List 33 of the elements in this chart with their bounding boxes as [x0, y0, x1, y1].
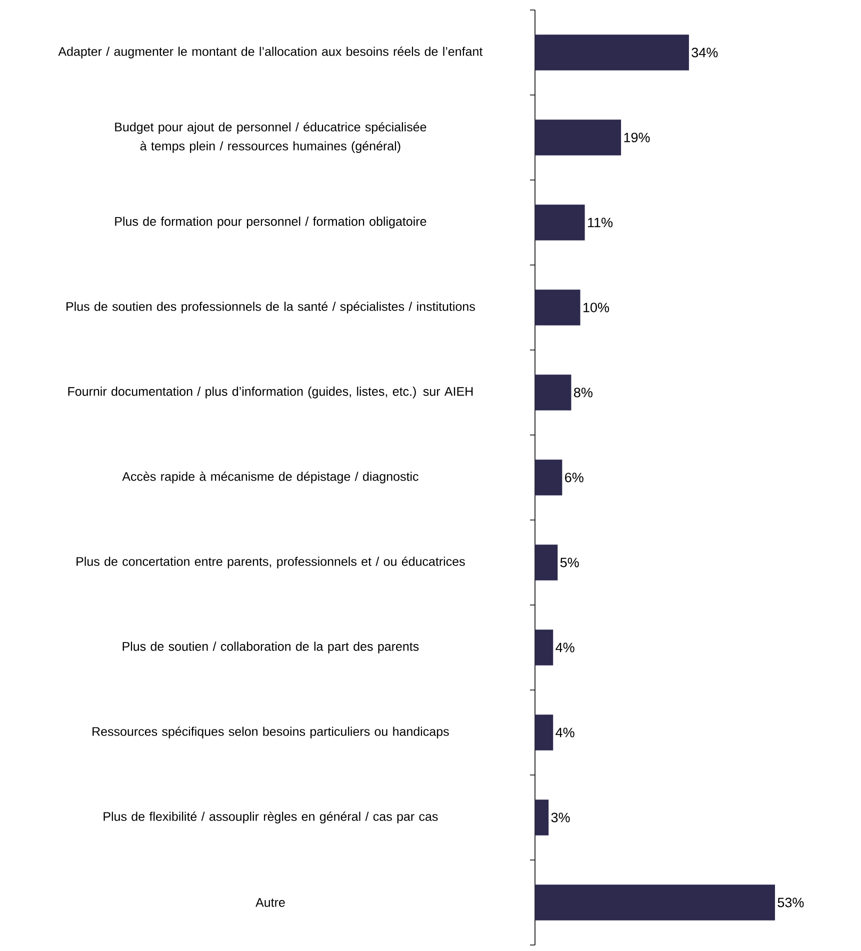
- data-label: 6%: [565, 472, 584, 482]
- y-tick-label: Ressources spécifiques selon besoins particuliers ou handicaps: [92, 726, 449, 738]
- y-tick-label: Adapter / augmenter le montant de l’allocation aux besoins réels de l’enfant: [58, 46, 483, 58]
- bar: [534, 290, 580, 326]
- bar: [534, 884, 775, 920]
- y-tick-label: Budget pour ajout de personnel / éducatrice spécialisée à temps plein / ressources humaines (général): [115, 122, 426, 153]
- bar: [534, 800, 549, 836]
- y-tick-label: Plus de concertation entre parents, professionnels et / ou éducatrices: [76, 556, 465, 568]
- bar: [534, 34, 689, 70]
- bar: [534, 630, 554, 666]
- y-tick-label: Plus de soutien / collaboration de la part des parents: [122, 642, 419, 654]
- y-tick-label: Fournir documentation / plus d’information (guides, listes, etc.) sur AIEH: [68, 386, 473, 398]
- data-label: 11%: [588, 218, 613, 228]
- data-label: 4%: [556, 728, 574, 738]
- data-label: 19%: [624, 132, 650, 142]
- y-tick-label: Accès rapide à mécanisme de dépistage / diagnostic: [122, 472, 418, 484]
- bar: [534, 460, 562, 496]
- bar: [534, 714, 554, 750]
- y-tick-label: Plus de soutien des professionnels de la santé / spécialistes / institutions: [66, 302, 475, 314]
- data-label: 8%: [574, 388, 592, 398]
- bar: [534, 120, 622, 156]
- y-tick-label: Plus de flexibilité / assouplir règles en général / cas par cas: [104, 812, 438, 824]
- data-label: 10%: [584, 302, 610, 312]
- data-label: 53%: [778, 898, 804, 908]
- data-label: 34%: [692, 48, 718, 58]
- data-label: 4%: [556, 642, 574, 652]
- bar: [534, 544, 558, 580]
- data-label: 5%: [560, 558, 579, 568]
- bar: [534, 204, 585, 240]
- y-tick-label: Plus de formation pour personnel / formation obligatoire: [115, 216, 426, 228]
- y-tick-label: Autre: [256, 898, 285, 907]
- data-label: 3%: [551, 812, 570, 822]
- bar: [534, 374, 572, 410]
